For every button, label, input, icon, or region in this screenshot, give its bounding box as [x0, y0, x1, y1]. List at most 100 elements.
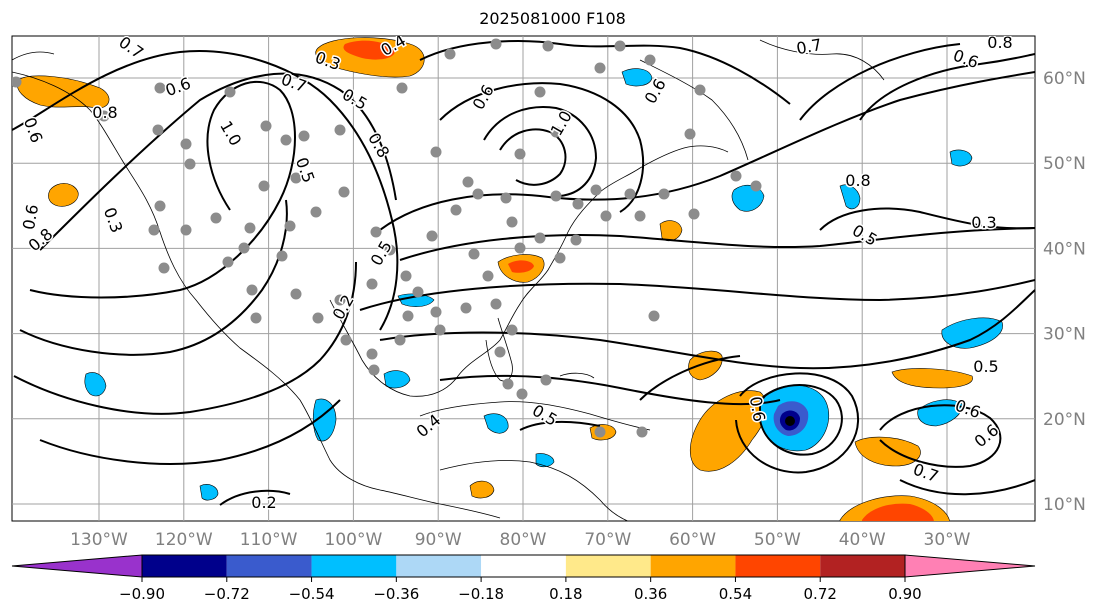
station-marker	[600, 210, 612, 222]
station-marker	[490, 38, 502, 50]
station-marker	[222, 256, 234, 268]
station-marker	[224, 86, 236, 98]
contour-label: 0.7	[795, 35, 823, 58]
station-marker	[590, 184, 602, 196]
station-marker	[250, 312, 262, 324]
station-marker	[506, 216, 518, 228]
station-marker	[514, 242, 526, 254]
latitude-label: 50°N	[1043, 154, 1086, 174]
blue-blob-12	[535, 453, 555, 468]
station-marker	[210, 212, 222, 224]
station-marker	[280, 134, 292, 146]
station-marker	[490, 298, 502, 310]
station-marker	[688, 208, 700, 220]
latitude-labels: 60°N 50°N 40°N 30°N 20°N 10°N	[1043, 69, 1086, 515]
colorbar-bin	[396, 555, 482, 577]
longitude-label: 60°W	[669, 530, 716, 550]
orange-blob-caribbean	[689, 390, 768, 472]
station-marker	[444, 48, 456, 60]
station-marker	[312, 312, 324, 324]
station-marker	[152, 124, 164, 136]
orange-blob-atlantic-4	[891, 368, 973, 389]
red-blob-northwest	[343, 40, 396, 60]
longitude-labels: 130°W 120°W 110°W 100°W 90°W 80°W 70°W 60°W 50°W…	[70, 530, 971, 550]
colorbar-tick-label: 0.54	[719, 585, 752, 603]
station-markers	[12, 38, 762, 438]
colorbar-frame	[141, 554, 906, 578]
station-marker	[290, 172, 302, 184]
station-marker	[430, 306, 442, 318]
colorbar-tick-label: −0.72	[204, 585, 250, 603]
station-marker	[634, 210, 646, 222]
blue-blob-7	[84, 372, 107, 397]
station-marker	[502, 378, 514, 390]
station-marker	[394, 334, 406, 346]
latitude-label: 40°N	[1043, 239, 1086, 259]
station-marker	[276, 250, 288, 262]
orange-blob-gulf	[469, 480, 495, 499]
station-marker	[472, 188, 484, 200]
longitude-label: 100°W	[325, 530, 383, 550]
station-marker	[98, 110, 110, 122]
station-marker	[572, 198, 584, 210]
contour-lines	[12, 40, 1035, 506]
longitude-label: 30°W	[924, 530, 971, 550]
station-marker	[516, 388, 528, 400]
blue-blob-1	[621, 68, 653, 87]
contour-label: 0.8	[845, 171, 870, 190]
station-marker	[258, 180, 270, 192]
station-marker	[434, 324, 446, 336]
red-blob-south	[862, 503, 934, 521]
station-marker	[370, 226, 382, 238]
station-marker	[290, 288, 302, 300]
station-marker	[284, 220, 296, 232]
longitude-label: 130°W	[70, 530, 128, 550]
station-marker	[154, 82, 166, 94]
station-marker	[310, 206, 322, 218]
blue-blob-5	[941, 317, 1003, 349]
longitude-label: 80°W	[500, 530, 547, 550]
blue-blob-9	[383, 370, 411, 389]
station-marker	[158, 262, 170, 274]
storm-center	[785, 416, 795, 426]
station-marker	[402, 310, 414, 322]
orange-blob-alaska	[16, 75, 110, 109]
longitude-label: 120°W	[155, 530, 213, 550]
latitude-label: 20°N	[1043, 410, 1086, 430]
blue-blob-3	[949, 149, 973, 167]
colorbar-tick-label: −0.36	[373, 585, 419, 603]
longitude-label: 40°W	[839, 530, 886, 550]
station-marker	[384, 244, 396, 256]
latitude-label: 10°N	[1043, 495, 1086, 515]
station-marker	[550, 190, 562, 202]
contour-label: 0.3	[971, 213, 996, 232]
orange-blob-pacific	[48, 183, 79, 207]
station-marker	[500, 192, 512, 204]
longitude-label: 70°W	[584, 530, 631, 550]
station-marker	[184, 158, 196, 170]
colorbar-tick-label: 0.90	[888, 585, 921, 603]
station-marker	[730, 170, 742, 182]
station-marker	[594, 62, 606, 74]
blue-blob-11	[483, 413, 509, 434]
station-marker	[684, 128, 696, 140]
station-marker	[482, 270, 494, 282]
station-marker	[462, 176, 474, 188]
station-marker	[260, 120, 272, 132]
station-marker	[238, 242, 250, 254]
station-marker	[570, 234, 582, 246]
station-marker	[648, 310, 660, 322]
orange-blob-atlantic-3	[854, 436, 921, 467]
longitude-label: 110°W	[240, 530, 298, 550]
colorbar: −0.90 −0.72 −0.54 −0.36 −0.18 0.18 0.36 0.54 0.7…	[11, 554, 1036, 603]
station-marker	[494, 346, 506, 358]
station-marker	[298, 130, 310, 142]
map-title: 2025081000 F108	[479, 9, 626, 28]
colorbar-tick-label: 0.18	[549, 585, 582, 603]
station-marker	[468, 248, 480, 260]
station-marker	[148, 224, 160, 236]
contour-label: 0.2	[251, 493, 276, 512]
colorbar-bin	[650, 555, 736, 577]
station-marker	[180, 224, 192, 236]
